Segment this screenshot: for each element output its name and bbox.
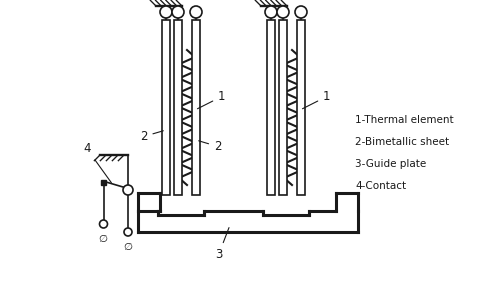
Bar bbox=[101, 179, 106, 184]
Text: 4-Contact: 4-Contact bbox=[355, 181, 406, 191]
Text: 4: 4 bbox=[83, 142, 112, 183]
Text: 3-Guide plate: 3-Guide plate bbox=[355, 159, 426, 169]
Circle shape bbox=[265, 6, 277, 18]
Text: $\emptyset$: $\emptyset$ bbox=[123, 240, 133, 252]
Bar bbox=[297, 20, 305, 195]
Bar bbox=[192, 20, 200, 195]
Circle shape bbox=[190, 6, 202, 18]
Circle shape bbox=[295, 6, 307, 18]
Circle shape bbox=[277, 6, 289, 18]
Text: 3: 3 bbox=[215, 228, 229, 261]
Bar bbox=[162, 20, 170, 195]
Circle shape bbox=[172, 6, 184, 18]
Bar bbox=[267, 20, 275, 195]
Text: $\emptyset$: $\emptyset$ bbox=[98, 232, 108, 244]
Circle shape bbox=[123, 185, 133, 195]
Text: 2: 2 bbox=[198, 140, 222, 153]
Text: 2-Bimetallic sheet: 2-Bimetallic sheet bbox=[355, 137, 449, 147]
Circle shape bbox=[124, 228, 132, 236]
Circle shape bbox=[160, 6, 172, 18]
Bar bbox=[279, 20, 287, 195]
Text: 1: 1 bbox=[302, 90, 330, 109]
Text: 2: 2 bbox=[140, 130, 164, 143]
Bar bbox=[174, 20, 182, 195]
Text: 1: 1 bbox=[198, 90, 226, 109]
Text: 1-Thermal element: 1-Thermal element bbox=[355, 115, 454, 125]
Circle shape bbox=[100, 220, 108, 228]
